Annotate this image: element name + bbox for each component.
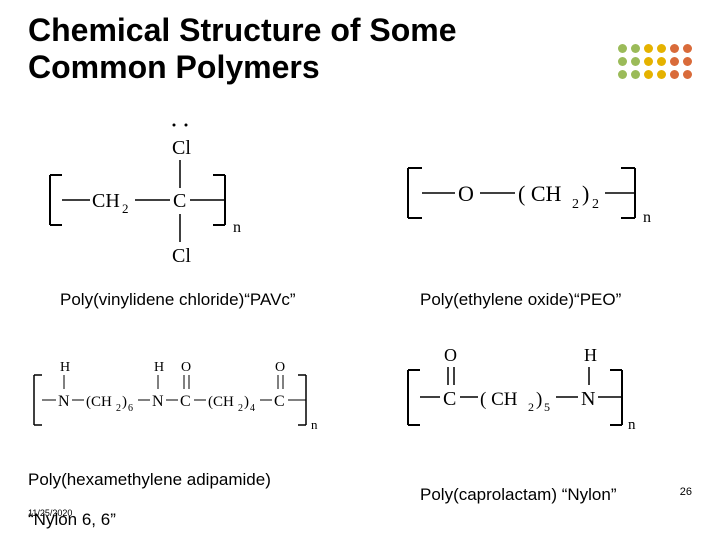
svg-text:C: C [173,190,186,212]
dot-icon [644,70,653,79]
footer-date: 11/25/2020 [28,508,72,518]
svg-text:): ) [536,389,542,410]
svg-text:C: C [443,388,456,410]
svg-text:n: n [233,219,241,236]
dot-icon [670,44,679,53]
svg-text:): ) [244,394,249,410]
svg-text:O: O [275,360,285,375]
svg-text:): ) [582,181,589,206]
svg-text:N: N [152,393,164,410]
svg-text:H: H [154,360,164,375]
dot-icon [631,70,640,79]
slide-title: Chemical Structure of Some Common Polyme… [28,12,457,86]
svg-text:4: 4 [250,403,255,414]
peo-diagram-icon: O ( CH 2 ) 2 n [400,160,680,230]
svg-text:C: C [180,393,191,410]
svg-text:2: 2 [122,201,129,216]
dot-icon [618,57,627,66]
label-peo: Poly(ethylene oxide)“PEO” [420,290,621,310]
dot-icon [618,70,627,79]
svg-text:5: 5 [544,400,550,414]
page-number: 26 [680,486,692,498]
svg-text:H: H [60,360,70,375]
dot-icon [670,57,679,66]
svg-text:Cl: Cl [172,245,191,267]
nylon66-diagram-icon: N H (CH 2 ) 6 N H C O (CH 2 ) 4 C O n [28,335,368,445]
decorative-dots [618,44,692,83]
title-line-1: Chemical Structure of Some [28,12,457,48]
title-line-2: Common Polymers [28,49,320,85]
svg-text:CH: CH [92,190,120,212]
structure-pavc: CH 2 C n Cl Cl [40,120,270,280]
dot-icon [670,70,679,79]
dot-icon [618,44,627,53]
dot-icon [657,70,666,79]
dot-icon [657,44,666,53]
label-pavc: Poly(vinylidene chloride)“PAVc” [60,290,296,310]
svg-text:n: n [628,417,636,433]
svg-text:(CH: (CH [208,394,234,410]
svg-text:H: H [584,345,597,365]
svg-text:2: 2 [116,403,121,414]
svg-text:): ) [122,394,127,410]
pavc-diagram-icon: CH 2 C n Cl Cl [40,120,270,280]
svg-text:n: n [643,209,651,226]
svg-text:2: 2 [238,403,243,414]
dot-icon [683,44,692,53]
svg-text:O: O [181,360,191,375]
label-nylon66-a: Poly(hexamethylene adipamide) [28,470,271,490]
svg-text:2: 2 [528,400,534,414]
svg-text:C: C [274,393,285,410]
dot-icon [631,44,640,53]
label-nylon: Poly(caprolactam) “Nylon” [420,485,617,505]
svg-text:N: N [581,388,595,410]
svg-text:Cl: Cl [172,137,191,159]
structure-peo: O ( CH 2 ) 2 n [400,160,680,230]
dot-icon [631,57,640,66]
dot-icon [683,57,692,66]
svg-text:n: n [311,417,318,432]
dot-icon [644,44,653,53]
svg-text:2: 2 [572,197,579,212]
svg-text:N: N [58,393,70,410]
nylon-diagram-icon: C O ( CH 2 ) 5 N H n [400,335,690,445]
svg-text:6: 6 [128,403,133,414]
svg-text:O: O [444,345,457,365]
svg-text:( CH: ( CH [518,181,562,206]
svg-text:(CH: (CH [86,394,112,410]
svg-text:O: O [458,181,474,206]
structure-nylon66: N H (CH 2 ) 6 N H C O (CH 2 ) 4 C O n [28,335,368,445]
svg-text:2: 2 [592,197,599,212]
dot-icon [657,57,666,66]
svg-text:( CH: ( CH [480,389,518,410]
dot-icon [683,70,692,79]
structure-nylon: C O ( CH 2 ) 5 N H n [400,335,690,445]
dot-icon [644,57,653,66]
